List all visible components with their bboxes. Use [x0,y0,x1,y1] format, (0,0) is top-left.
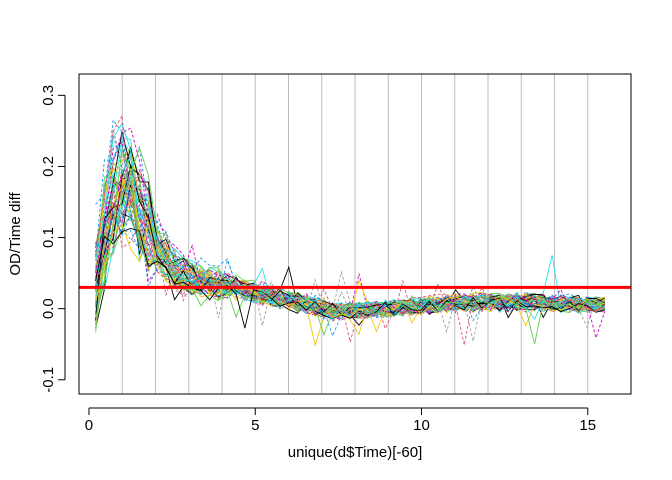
series-line-56 [95,205,606,326]
y-axis-label: OD/Time diff [7,191,24,275]
y-tick-label-1: 0.0 [40,298,57,319]
x-axis: 0 5 10 15 [85,407,596,434]
series-line-25 [95,183,606,316]
series-line-60 [95,140,605,320]
series-line-27 [95,174,606,314]
series-line-58 [95,173,606,317]
series-line-54 [95,127,606,340]
series-line-12 [95,134,605,322]
x-tick-label-0: 0 [85,417,93,434]
series-line-50 [95,114,606,322]
y-tick-label-2: 0.1 [40,227,57,248]
x-tick-label-3: 15 [579,417,596,434]
x-tick-label-2: 10 [413,417,430,434]
plot-frame [78,73,632,395]
y-tick-label-3: 0.2 [40,156,57,177]
series-line-57 [95,228,605,329]
series-lines [95,114,606,347]
series-line-36 [95,118,606,338]
series-line-59 [95,146,606,345]
x-tick-label-1: 5 [251,417,259,434]
y-tick-label-0: -0.1 [40,367,57,393]
series-line-16 [95,167,605,319]
series-line-32 [95,129,606,329]
y-tick-label-4: 0.3 [40,85,57,106]
x-axis-label: unique(d$Time)[-60] [288,444,423,461]
series-line-22 [95,178,605,319]
series-line-41 [95,146,606,319]
vertical-gridlines [121,74,589,394]
series-line-55 [95,221,605,333]
y-axis: -0.1 0.0 0.1 0.2 0.3 [40,85,66,393]
series-line-8 [95,181,606,326]
series-line-14 [95,168,605,318]
series-line-43 [95,163,605,316]
